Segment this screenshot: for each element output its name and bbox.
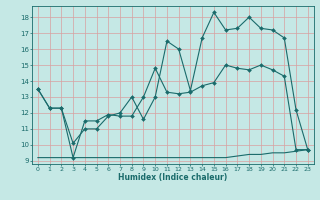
X-axis label: Humidex (Indice chaleur): Humidex (Indice chaleur) [118, 173, 228, 182]
